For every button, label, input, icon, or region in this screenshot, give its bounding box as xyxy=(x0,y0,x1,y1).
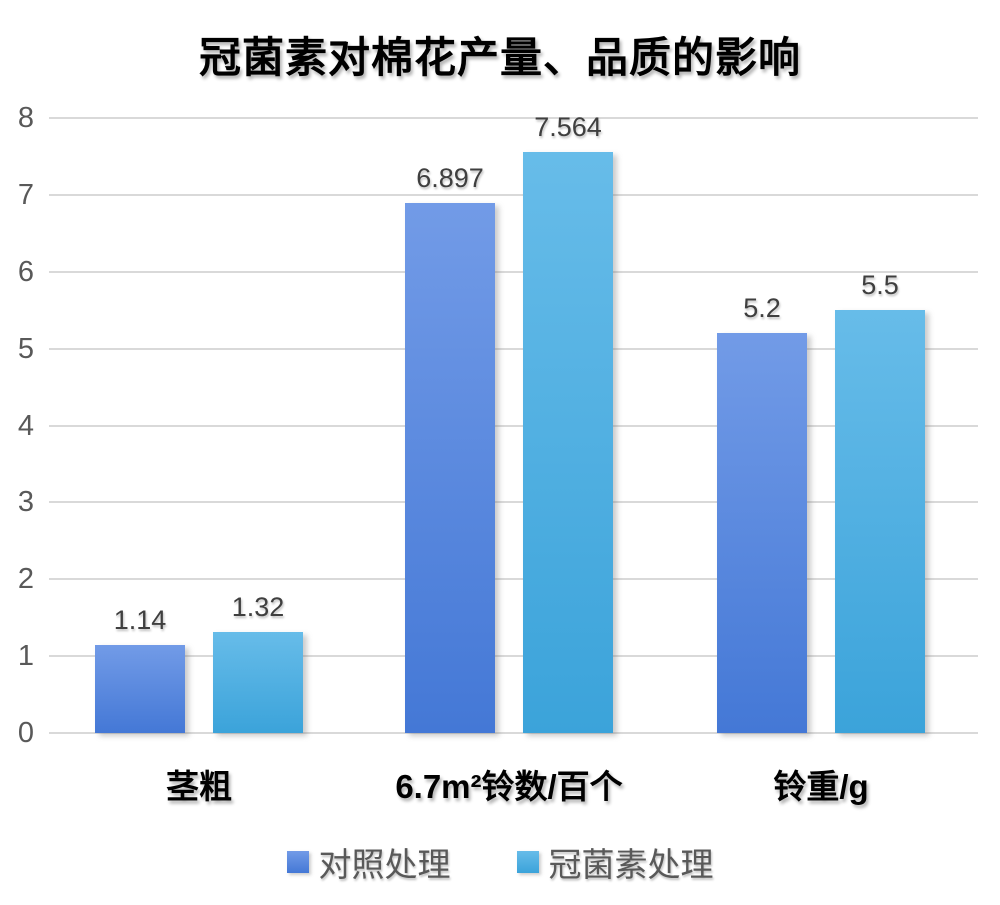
gridline-7 xyxy=(49,193,978,196)
gridline-1 xyxy=(49,655,978,658)
bar-冠菌素处理-铃重/g xyxy=(835,310,925,733)
y-axis-tick-label: 1 xyxy=(17,640,34,673)
y-axis-tick-label: 2 xyxy=(17,563,34,596)
bar-value-label: 7.564 xyxy=(534,111,602,142)
y-axis-tick-label: 0 xyxy=(17,717,34,749)
gridline-3 xyxy=(49,501,978,504)
y-axis-tick-label: 5 xyxy=(17,332,34,365)
y-axis-tick-label: 4 xyxy=(17,409,34,442)
category-label: 茎粗 xyxy=(166,768,232,805)
category-label: 6.7m²铃数/百个 xyxy=(395,768,623,805)
bar-value-label: 1.32 xyxy=(231,591,285,622)
gridline-4 xyxy=(49,424,978,427)
chart-title: 冠菌素对棉花产量、品质的影响 xyxy=(198,34,801,81)
y-axis-tick-label: 3 xyxy=(17,486,34,519)
category-label: 铃重/g xyxy=(773,768,869,805)
legend-swatch xyxy=(516,851,539,873)
bar-冠菌素处理-茎粗 xyxy=(213,631,303,733)
bar-value-label: 5.5 xyxy=(861,270,899,301)
gridline-8 xyxy=(49,117,978,119)
legend-item: 冠菌素处理 xyxy=(516,838,714,886)
legend-label: 对照处理 xyxy=(318,846,451,883)
y-axis-tick-label: 8 xyxy=(17,102,34,134)
y-axis-tick-label: 6 xyxy=(17,255,34,288)
bar-对照处理-铃重/g xyxy=(717,333,807,733)
gridline-0 xyxy=(49,732,978,734)
y-axis-tick-label: 7 xyxy=(17,178,34,211)
gridline-5 xyxy=(49,347,978,350)
bar-value-label: 5.2 xyxy=(743,293,781,324)
legend-swatch xyxy=(286,851,309,873)
legend: 对照处理 冠菌素处理 xyxy=(0,838,1000,886)
legend-label: 冠菌素处理 xyxy=(548,846,714,883)
gridline-2 xyxy=(49,578,978,581)
bar-对照处理-茎粗 xyxy=(95,645,185,733)
bar-value-label: 6.897 xyxy=(416,162,484,193)
gridline-6 xyxy=(49,270,978,273)
legend-item: 对照处理 xyxy=(286,838,451,886)
bar-对照处理-6.7m²铃数/百个 xyxy=(405,202,495,733)
bar-冠菌素处理-6.7m²铃数/百个 xyxy=(523,151,613,733)
bar-value-label: 1.14 xyxy=(113,605,167,636)
